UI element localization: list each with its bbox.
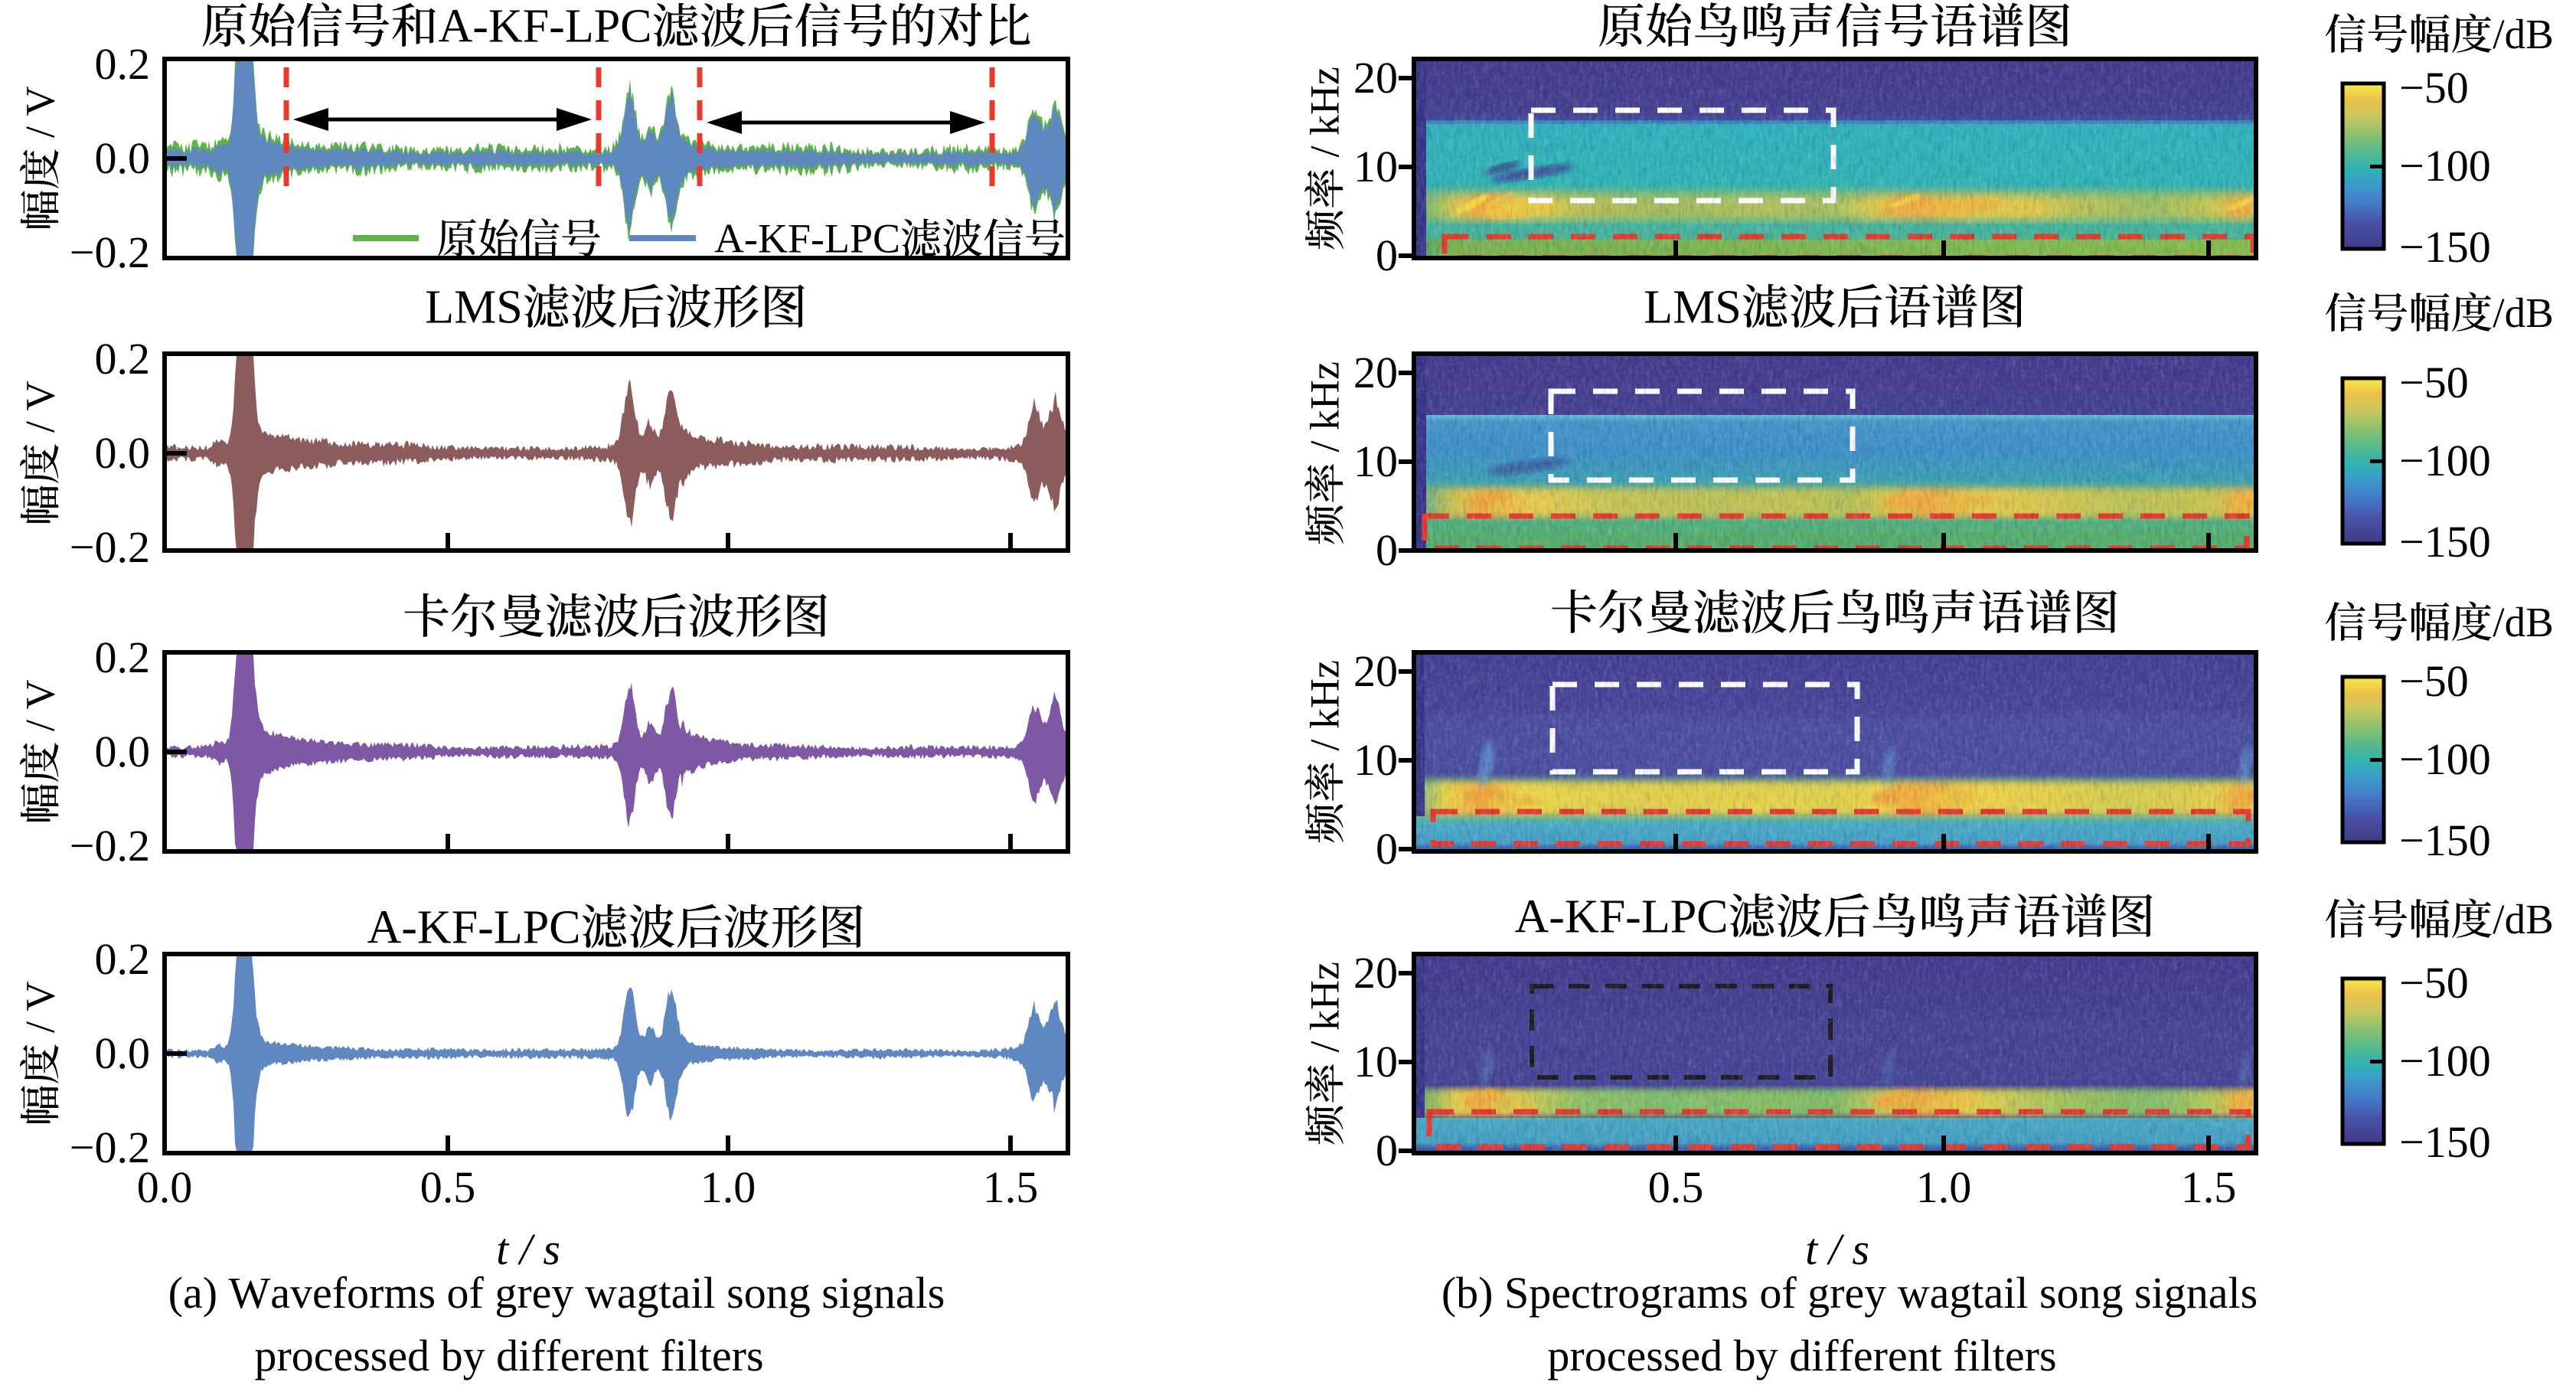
svg-text:0.2: 0.2 [95, 934, 151, 984]
svg-text:−0.2: −0.2 [70, 821, 150, 871]
svg-text:(a) Waveforms of grey wagtail: (a) Waveforms of grey wagtail song signa… [168, 1268, 945, 1318]
svg-text:0.0: 0.0 [95, 1028, 151, 1078]
svg-text:0: 0 [1376, 1126, 1398, 1175]
svg-text:10: 10 [1353, 1037, 1398, 1086]
svg-text:10: 10 [1353, 735, 1398, 785]
svg-text:0.2: 0.2 [95, 334, 151, 384]
svg-text:−50: −50 [2399, 63, 2469, 113]
svg-text:−50: −50 [2399, 958, 2469, 1008]
svg-text:0.0: 0.0 [137, 1162, 193, 1212]
svg-text:/dB: /dB [2493, 11, 2553, 57]
svg-text:A-KF-LPC: A-KF-LPC [1515, 890, 1729, 943]
svg-text:−0.2: −0.2 [70, 522, 150, 572]
svg-text:processed by different filters: processed by different filters [1547, 1331, 2056, 1381]
svg-text:/ kHz: / kHz [1302, 67, 1348, 168]
svg-text:0.5: 0.5 [420, 1162, 476, 1212]
svg-text:0.2: 0.2 [95, 39, 151, 89]
svg-text:/ V: / V [18, 86, 64, 148]
svg-text:0: 0 [1376, 824, 1398, 874]
svg-text:20: 20 [1353, 948, 1398, 998]
svg-text:0.0: 0.0 [95, 133, 151, 183]
svg-text:1.0: 1.0 [700, 1162, 756, 1212]
svg-text:A-KF-LPC: A-KF-LPC [367, 901, 581, 953]
svg-text:/ V: / V [18, 679, 64, 741]
svg-text:0: 0 [1376, 230, 1398, 280]
svg-text:−0.2: −0.2 [70, 1122, 150, 1172]
svg-text:1.0: 1.0 [1916, 1162, 1972, 1212]
svg-text:/ V: / V [18, 981, 64, 1043]
svg-text:−50: −50 [2399, 656, 2469, 706]
svg-text:20: 20 [1353, 348, 1398, 397]
svg-text:−50: −50 [2399, 358, 2469, 407]
svg-text:/ kHz: / kHz [1302, 660, 1348, 761]
svg-text:(b) Spectrograms of grey wagta: (b) Spectrograms of grey wagtail song si… [1441, 1268, 2258, 1318]
svg-text:20: 20 [1353, 646, 1398, 696]
svg-text:/ kHz: / kHz [1302, 361, 1348, 462]
svg-text:/dB: /dB [2493, 289, 2553, 336]
svg-text:−150: −150 [2399, 517, 2491, 567]
svg-text:t / s: t / s [1805, 1224, 1869, 1274]
svg-text:10: 10 [1353, 142, 1398, 191]
svg-text:/dB: /dB [2493, 896, 2553, 943]
svg-text:−150: −150 [2399, 222, 2491, 272]
svg-text:0: 0 [1376, 525, 1398, 575]
svg-text:10: 10 [1353, 436, 1398, 486]
svg-text:−150: −150 [2399, 815, 2491, 865]
svg-text:LMS: LMS [425, 281, 522, 333]
svg-text:1.5: 1.5 [983, 1162, 1039, 1212]
svg-text:t / s: t / s [496, 1224, 560, 1274]
svg-text:/ V: / V [18, 381, 64, 443]
svg-text:0.0: 0.0 [95, 727, 151, 776]
svg-text:−0.2: −0.2 [70, 227, 150, 277]
svg-text:A-KF-LPC: A-KF-LPC [439, 0, 652, 52]
svg-text:0.2: 0.2 [95, 632, 151, 682]
svg-text:20: 20 [1353, 53, 1398, 103]
svg-text:−150: −150 [2399, 1117, 2491, 1167]
svg-text:processed by different filters: processed by different filters [254, 1331, 763, 1381]
svg-text:0.0: 0.0 [95, 428, 151, 478]
svg-text:−100: −100 [2399, 1036, 2491, 1086]
svg-text:1.5: 1.5 [2181, 1162, 2237, 1212]
svg-text:−100: −100 [2399, 436, 2491, 485]
svg-text:LMS: LMS [1644, 281, 1741, 333]
svg-text:−100: −100 [2399, 734, 2491, 784]
svg-text:/dB: /dB [2493, 599, 2553, 645]
svg-text:/ kHz: / kHz [1302, 962, 1348, 1063]
svg-text:0.5: 0.5 [1648, 1162, 1704, 1212]
svg-text:−100: −100 [2399, 141, 2491, 191]
svg-text:A-KF-LPC: A-KF-LPC [714, 216, 900, 262]
